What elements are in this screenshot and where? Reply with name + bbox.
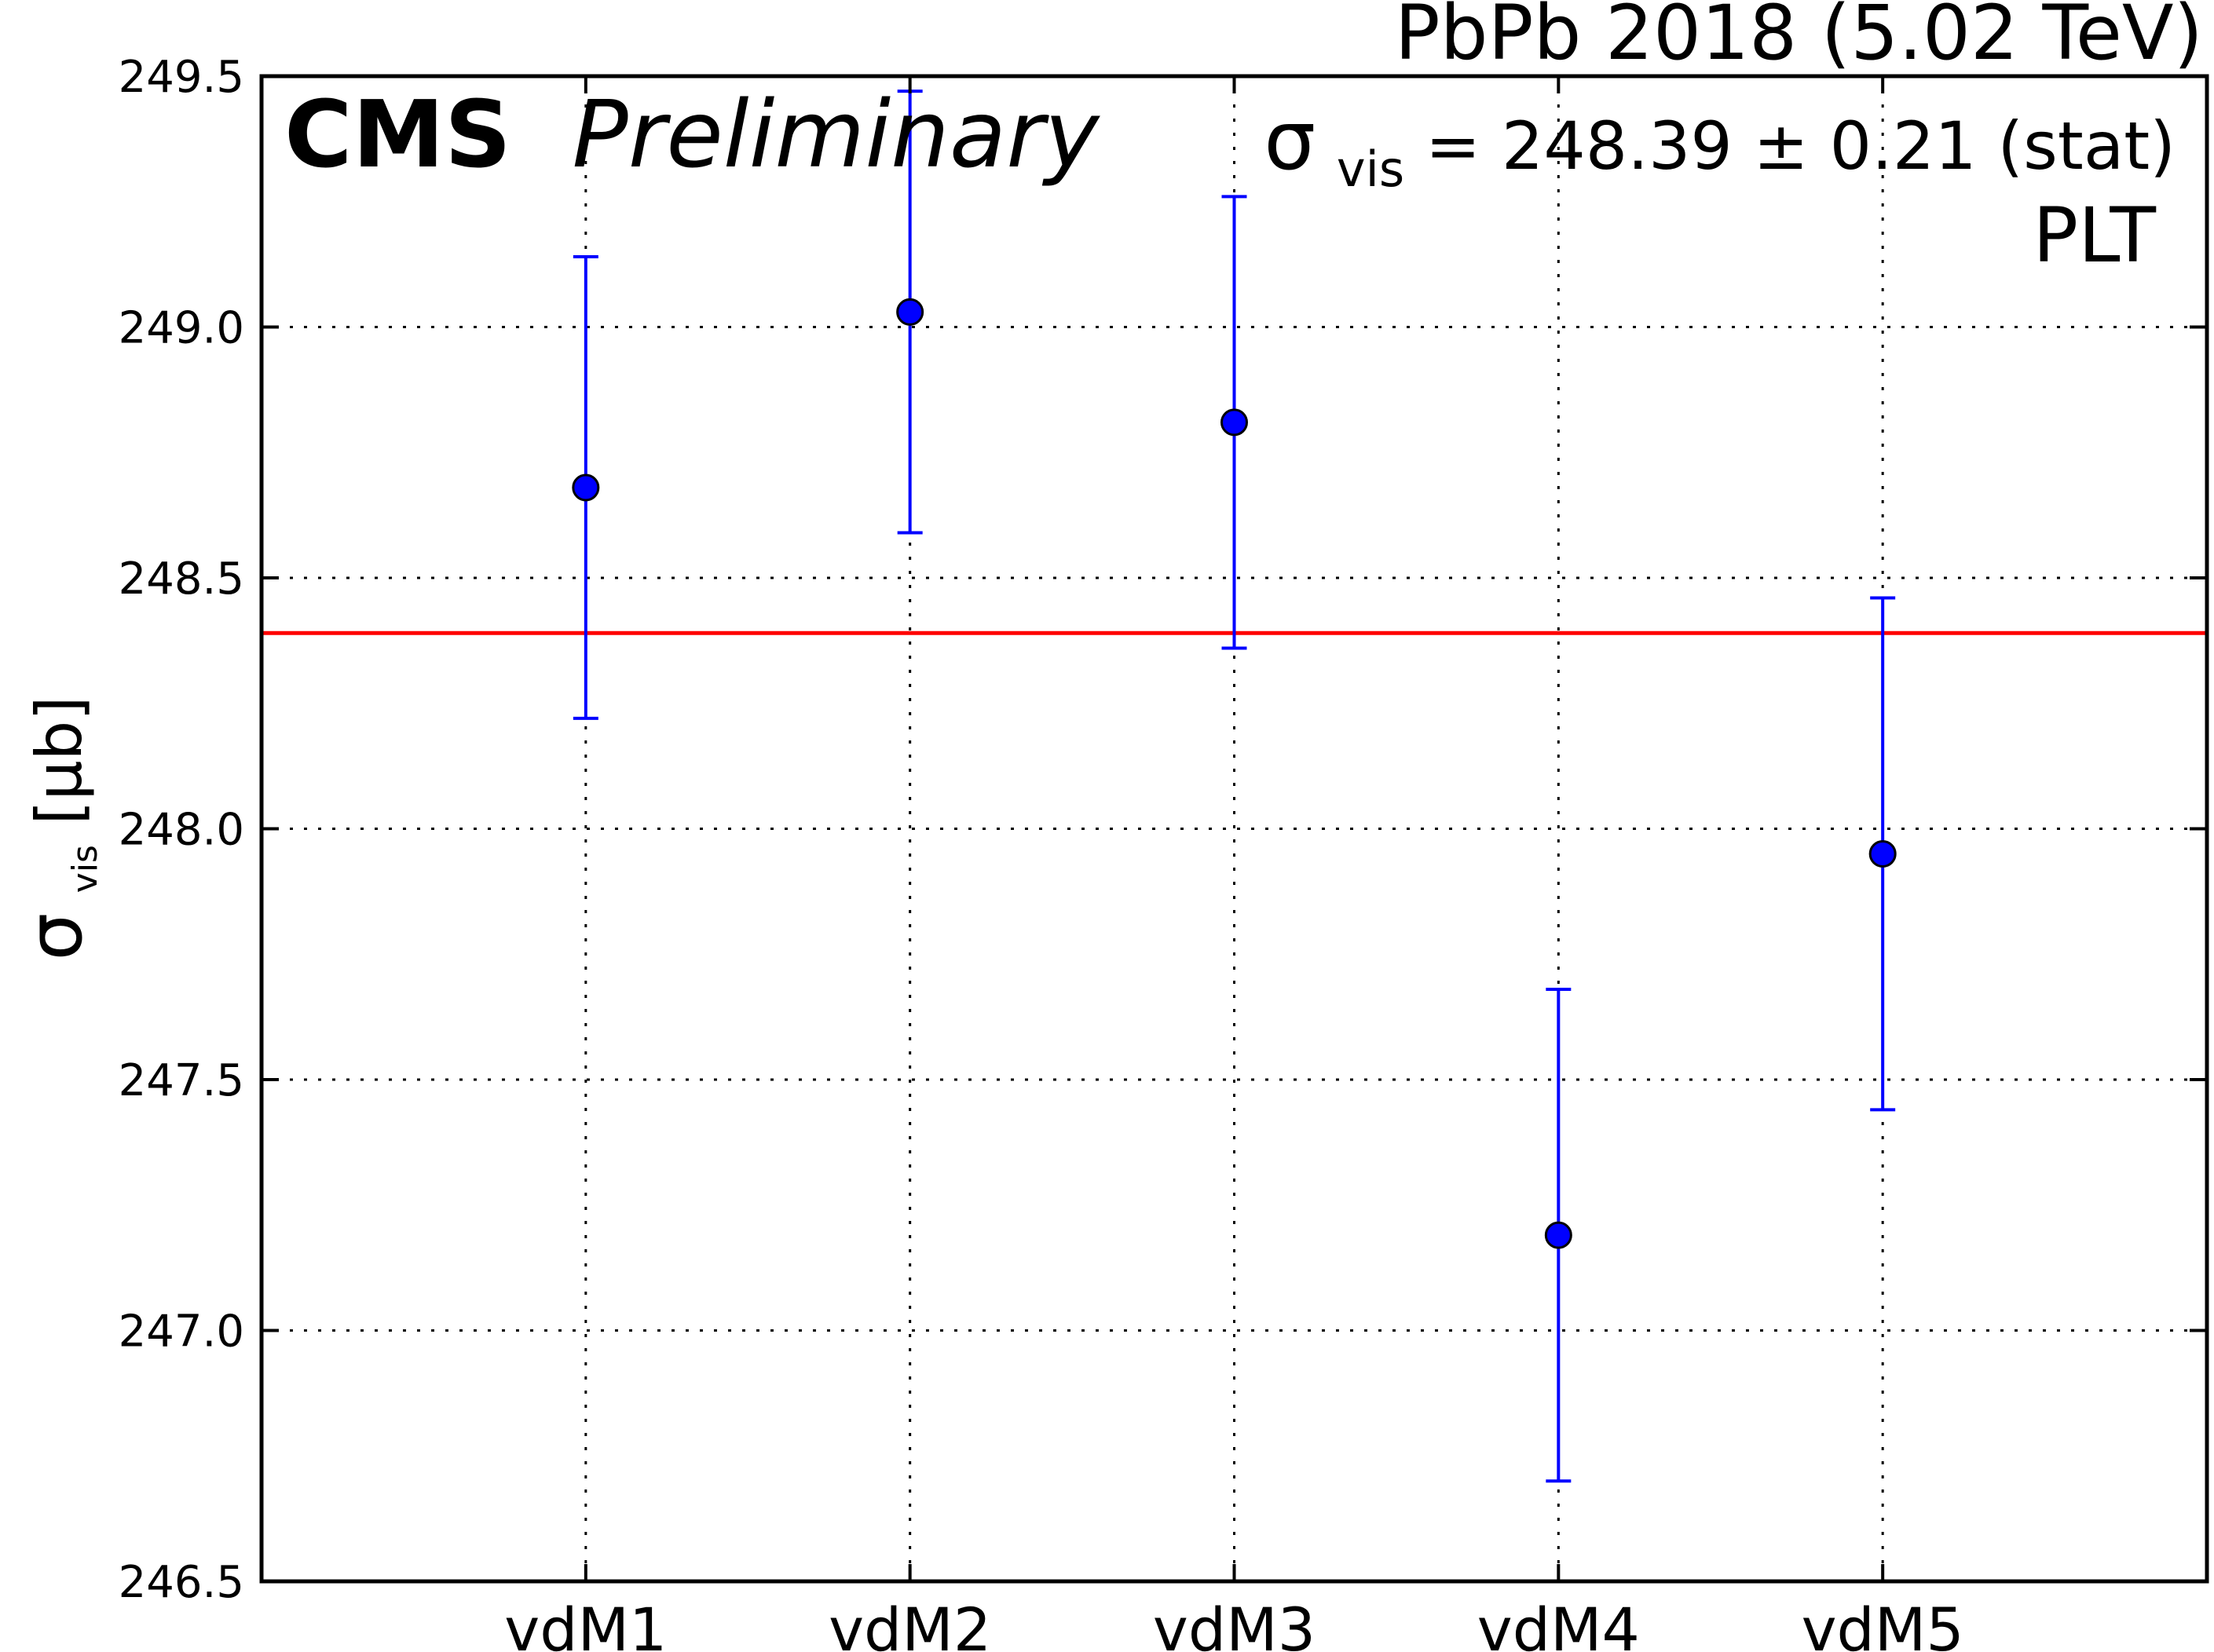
experiment-label: CMS Preliminary [284,80,1101,188]
y-axis-label: σ vis [μb] [11,696,112,960]
status-label: Preliminary [573,80,1101,188]
data-point [572,473,600,502]
axis-ticks: 246.5 247.0 247.5 248.0 248.5 249.0 249.5 vdM1 v… [119,52,2207,1652]
y-tick-label: 248.0 [119,805,244,856]
data-point [1868,839,1897,868]
data-point [896,298,924,326]
y-tick-label: 246.5 [119,1557,244,1608]
data-points [572,298,1897,1249]
error-bars [573,90,1896,1483]
data-point [1544,1221,1572,1249]
x-tick-label: vdM1 [504,1595,667,1652]
y-tick-label: 249.5 [119,52,244,103]
x-tick-label: vdM2 [829,1595,991,1652]
result-value-text: = 248.39 ± 0.21 (stat) [1425,108,2176,185]
data-point [1220,408,1248,437]
y-axis-subscript: vis [65,845,105,893]
result-subscript: vis [1337,141,1404,198]
y-tick-label: 249.0 [119,303,244,354]
collision-label: PbPb 2018 (5.02 TeV) [1395,0,2203,77]
detector-label: PLT [2033,192,2156,280]
result-annotation: σ vis = 248.39 ± 0.21 (stat) [1264,93,2176,202]
x-tick-label: vdM4 [1477,1595,1640,1652]
y-tick-label: 247.5 [119,1055,244,1106]
x-tick-label: vdM3 [1153,1595,1316,1652]
experiment-name: CMS [284,80,511,188]
y-axis-unit: [μb] [23,696,96,824]
y-axis-symbol: σ [11,913,99,961]
x-tick-label: vdM5 [1802,1595,1964,1652]
result-symbol: σ [1264,93,1316,188]
y-tick-label: 248.5 [119,554,244,605]
y-tick-label: 247.0 [119,1307,244,1358]
